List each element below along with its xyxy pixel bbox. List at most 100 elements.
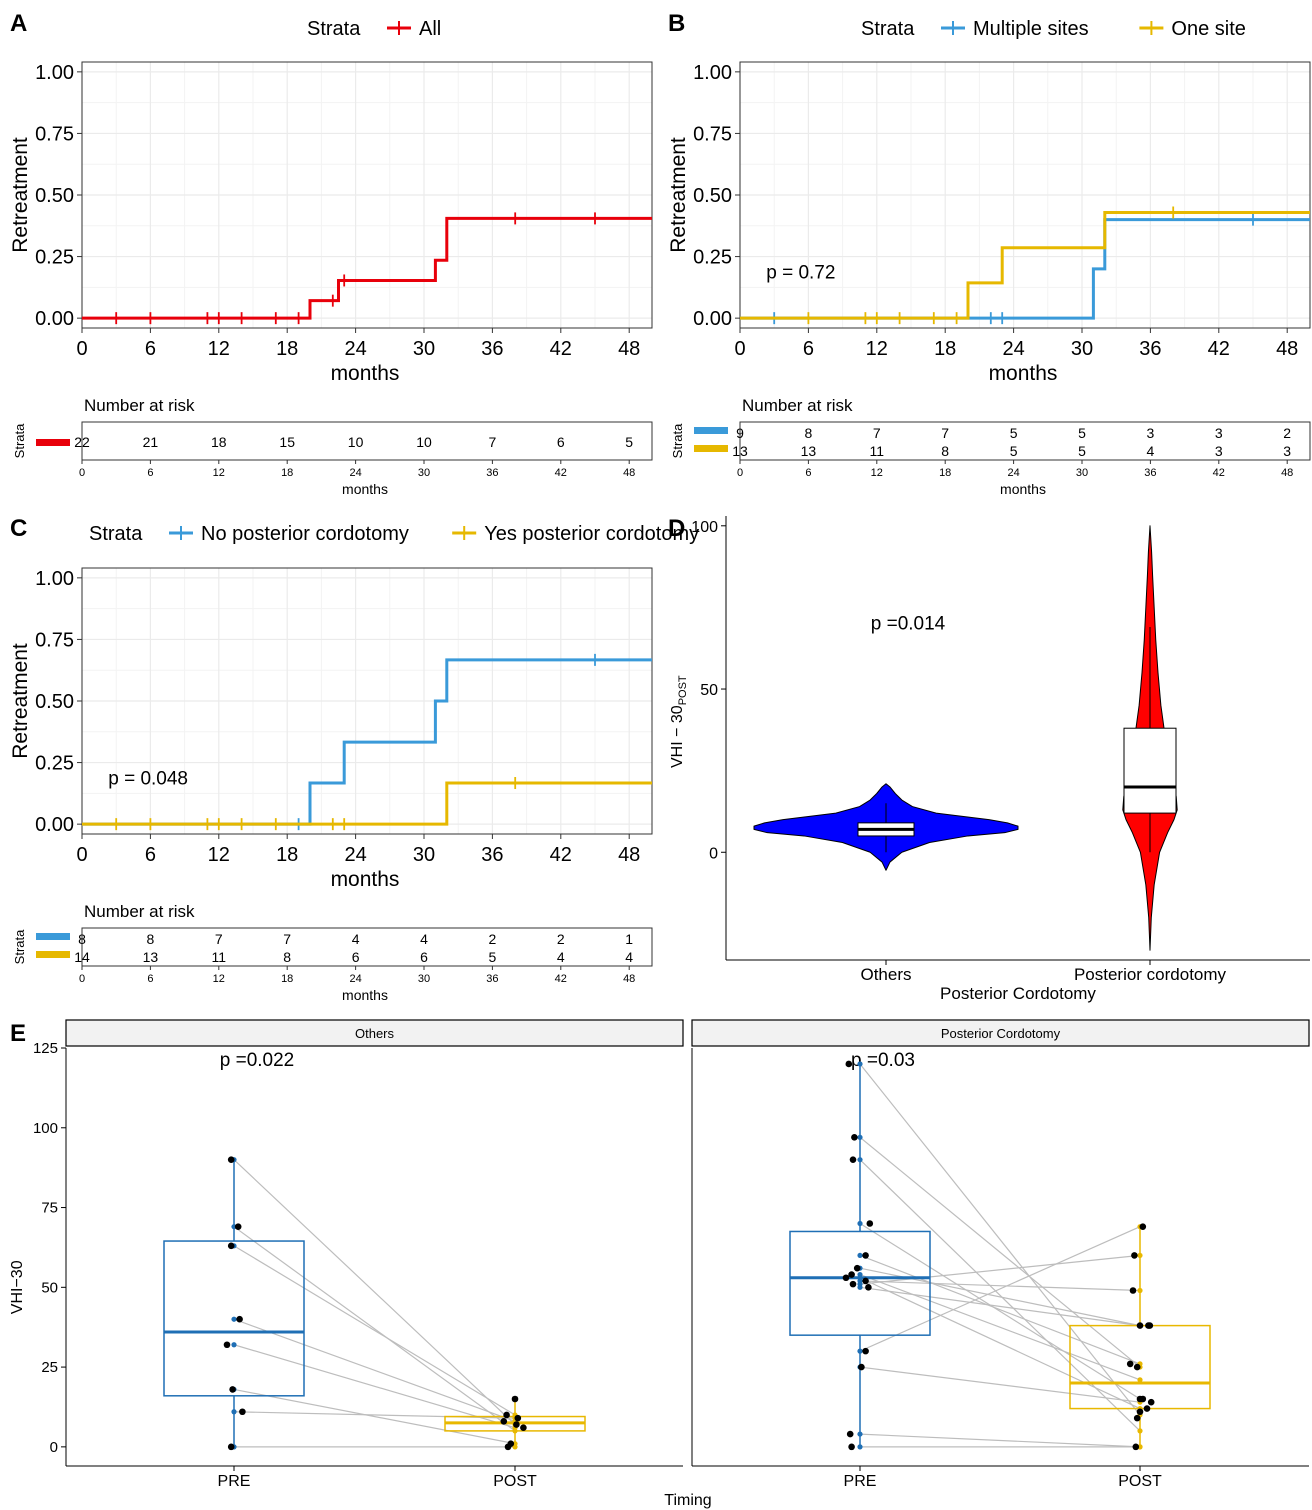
pair-line xyxy=(859,1136,1141,1368)
x-tick-label: 36 xyxy=(481,338,503,360)
jitter-point xyxy=(1132,1443,1140,1451)
x-tick-label: 18 xyxy=(276,338,298,360)
risk-strata-key xyxy=(36,439,70,446)
pair-line xyxy=(859,1063,1141,1416)
p-value: p = 0.72 xyxy=(766,263,835,284)
x-tick-label: 0 xyxy=(734,338,745,360)
x-axis-label: months xyxy=(989,362,1058,385)
risk-count: 3 xyxy=(1147,425,1155,441)
risk-x-tick-label: 12 xyxy=(213,973,225,985)
x-tick-label: 24 xyxy=(1002,338,1024,360)
y-tick-label: 25 xyxy=(41,1359,58,1376)
risk-count: 11 xyxy=(212,949,227,965)
risk-count: 3 xyxy=(1215,443,1223,459)
p-value: p =0.03 xyxy=(851,1050,915,1071)
panel-label-b: B xyxy=(668,10,685,37)
risk-x-tick-label: 12 xyxy=(871,467,883,479)
jitter-point xyxy=(513,1421,520,1428)
y-axis-label: Retreatment xyxy=(667,137,690,253)
risk-x-tick-label: 42 xyxy=(1213,467,1225,479)
panel-label-c: C xyxy=(10,515,27,542)
risk-x-axis-label: months xyxy=(342,987,388,1003)
risk-count: 4 xyxy=(1147,443,1155,459)
jitter-point xyxy=(1133,1414,1141,1422)
risk-x-tick-label: 42 xyxy=(555,973,567,985)
risk-count: 13 xyxy=(732,443,748,459)
jitter-point xyxy=(865,1284,872,1291)
jitter-point xyxy=(853,1264,861,1272)
risk-x-tick-label: 30 xyxy=(418,467,430,479)
y-tick-label: 0 xyxy=(50,1439,58,1456)
risk-count: 2 xyxy=(557,931,565,947)
y-tick-label: 0.00 xyxy=(35,308,74,330)
post-point xyxy=(512,1444,518,1450)
post-point xyxy=(1137,1428,1143,1434)
x-tick-label: 48 xyxy=(618,338,640,360)
risk-count: 8 xyxy=(941,443,949,459)
risk-count: 15 xyxy=(279,434,295,450)
jitter-point xyxy=(503,1411,510,1419)
risk-count: 5 xyxy=(489,949,497,965)
km-curve-multiple-sites xyxy=(740,218,1310,320)
risk-count: 9 xyxy=(736,425,744,441)
x-tick-label: 36 xyxy=(481,844,503,866)
jitter-point xyxy=(862,1347,869,1355)
risk-x-tick-label: 0 xyxy=(79,973,85,985)
y-tick-label: 1.00 xyxy=(35,62,74,84)
x-tick-label: PRE xyxy=(218,1473,251,1490)
pre-point xyxy=(857,1134,863,1140)
legend-label: Yes posterior cordotomy xyxy=(484,523,699,545)
jitter-point xyxy=(862,1277,869,1285)
y-tick-label: 0 xyxy=(709,845,718,862)
x-tick-label: 12 xyxy=(208,338,230,360)
risk-count: 7 xyxy=(215,931,223,947)
x-tick-label: 12 xyxy=(208,844,230,866)
risk-count: 13 xyxy=(143,949,159,965)
risk-count: 14 xyxy=(74,949,90,965)
x-tick-label: 0 xyxy=(76,844,87,866)
jitter-point xyxy=(1139,1395,1147,1403)
x-tick-label: 24 xyxy=(344,844,366,866)
x-tick-label: 30 xyxy=(413,338,435,360)
risk-x-axis-label: months xyxy=(342,481,388,497)
box-iqr xyxy=(1123,727,1177,814)
risk-strata-key xyxy=(36,933,70,940)
jitter-point xyxy=(845,1060,853,1068)
jitter-point xyxy=(227,1443,235,1451)
panel-e: VHI−30 Timing Others 0 25 50 75 100 125 PRE POST p … xyxy=(9,1019,1310,1509)
risk-count: 4 xyxy=(352,931,360,947)
y-tick-label: 50 xyxy=(41,1279,58,1296)
x-tick-label: 12 xyxy=(866,338,888,360)
risk-count: 7 xyxy=(283,931,291,947)
y-axis-label: VHI−30 xyxy=(9,1260,26,1314)
x-tick-label: POST xyxy=(493,1473,537,1490)
y-tick-label: 75 xyxy=(41,1200,58,1217)
risk-count: 2 xyxy=(489,931,497,947)
risk-x-tick-label: 0 xyxy=(737,467,743,479)
risk-count: 6 xyxy=(420,949,428,965)
p-value: p =0.022 xyxy=(220,1050,295,1071)
risk-count: 7 xyxy=(941,425,949,441)
jitter-point xyxy=(851,1134,858,1141)
legend-label: Multiple sites xyxy=(973,18,1089,40)
p-value: p = 0.048 xyxy=(108,769,188,790)
jitter-point xyxy=(1147,1398,1155,1406)
jitter-point xyxy=(848,1271,855,1278)
risk-count: 5 xyxy=(625,434,633,450)
pair-line xyxy=(859,1159,1141,1432)
jitter-point xyxy=(239,1408,246,1416)
y-tick-label: 0.75 xyxy=(35,123,74,145)
risk-x-tick-label: 30 xyxy=(418,973,430,985)
jitter-point xyxy=(849,1280,857,1288)
risk-x-tick-label: 36 xyxy=(486,973,498,985)
risk-count: 5 xyxy=(1078,443,1086,459)
y-tick-label: 0.25 xyxy=(35,753,74,775)
p-value: p =0.014 xyxy=(871,614,946,635)
y-tick-label: 100 xyxy=(33,1120,58,1137)
y-axis-label: VHI − 30POST xyxy=(669,675,689,768)
facet-strip-label: Others xyxy=(355,1026,395,1041)
legend-title: Strata xyxy=(307,18,361,40)
panel-label-d: D xyxy=(668,515,685,542)
legend-label: No posterior cordotomy xyxy=(201,523,409,545)
